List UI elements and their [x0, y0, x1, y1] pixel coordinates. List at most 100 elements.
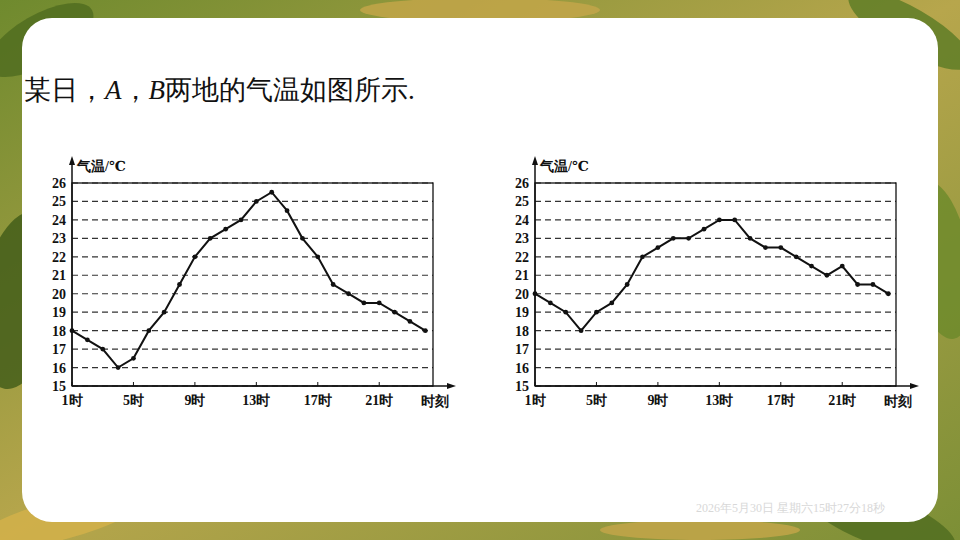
grid-line — [535, 201, 896, 202]
data-point — [748, 236, 753, 241]
data-point — [162, 310, 167, 315]
data-point — [609, 301, 614, 306]
x-tick — [194, 382, 195, 386]
y-axis-title: 气温/℃ — [76, 159, 126, 174]
data-point — [423, 328, 428, 333]
y-tick-label: 20 — [52, 287, 66, 302]
grid-line — [535, 367, 896, 368]
data-point — [223, 227, 228, 232]
data-point — [239, 218, 244, 223]
data-point — [377, 301, 382, 306]
x-tick — [596, 382, 597, 386]
data-point — [533, 291, 538, 296]
x-tick-label: 5时 — [586, 393, 607, 408]
y-tick-label: 21 — [52, 268, 66, 283]
chart: 1516171819202122232425261时5时9时13时17时21时气… — [515, 156, 919, 409]
grid-line — [72, 256, 433, 257]
x-tick — [133, 382, 134, 386]
y-tick-label: 19 — [515, 305, 529, 320]
y-tick-label: 18 — [515, 324, 529, 339]
timestamp: 2026年5月30日 星期六15时27分18秒 — [696, 501, 885, 515]
x-axis — [72, 385, 453, 387]
y-tick-label: 17 — [515, 342, 529, 357]
y-tick-label: 22 — [515, 250, 529, 265]
data-point — [285, 208, 290, 213]
title-part: 某日， — [24, 75, 105, 105]
x-tick — [317, 382, 318, 386]
x-tick — [719, 382, 720, 386]
data-point — [717, 218, 722, 223]
y-tick-label: 15 — [515, 379, 529, 394]
x-tick — [535, 382, 536, 386]
data-point — [594, 310, 599, 315]
grid-line — [535, 348, 896, 349]
x-tick-label: 13时 — [242, 393, 270, 408]
title-part: A — [103, 75, 122, 105]
data-point — [146, 328, 151, 333]
x-tick-label: 5时 — [123, 393, 144, 408]
x-axis-title: 时刻 — [421, 393, 449, 409]
background — [0, 0, 960, 540]
data-point — [778, 245, 783, 250]
plot-frame — [535, 183, 896, 386]
grid-line — [72, 219, 433, 220]
data-point — [871, 282, 876, 287]
grid-line — [535, 330, 896, 331]
y-tick-label: 18 — [52, 324, 66, 339]
y-tick-label: 22 — [52, 250, 66, 265]
data-point — [100, 347, 105, 352]
y-axis-arrow — [69, 156, 75, 165]
y-tick-label: 19 — [52, 305, 66, 320]
data-point — [392, 310, 397, 315]
x-tick-label: 13时 — [705, 393, 733, 408]
data-point — [824, 273, 829, 278]
x-tick — [657, 382, 658, 386]
y-tick-label: 16 — [515, 361, 529, 376]
chart: 1516171819202122232425261时5时9时13时17时21时气… — [52, 156, 456, 409]
grid-line — [72, 348, 433, 349]
data-point — [85, 337, 90, 342]
data-point — [809, 264, 814, 269]
y-tick-label: 25 — [515, 194, 529, 209]
y-tick-label: 26 — [52, 176, 66, 191]
x-tick — [780, 382, 781, 386]
data-point — [361, 301, 366, 306]
data-point — [131, 356, 136, 361]
y-tick-label: 24 — [515, 213, 529, 228]
data-point — [116, 365, 121, 370]
grid-line — [535, 256, 896, 257]
data-point — [840, 264, 845, 269]
data-point — [254, 199, 259, 204]
grid-line — [72, 238, 433, 239]
x-tick-label: 21时 — [828, 393, 856, 408]
data-point — [655, 245, 660, 250]
y-tick-label: 23 — [52, 231, 66, 246]
y-axis — [534, 159, 536, 386]
x-tick-label: 17时 — [304, 393, 332, 408]
data-point — [331, 282, 336, 287]
grid-line — [72, 201, 433, 202]
data-point — [579, 328, 584, 333]
grid-line — [535, 238, 896, 239]
y-tick-label: 17 — [52, 342, 66, 357]
y-axis-arrow — [532, 156, 538, 165]
series-line — [535, 220, 888, 331]
title-part: 两地的气温如图所示. — [165, 75, 415, 105]
data-point — [640, 254, 645, 259]
grid-line — [72, 293, 433, 294]
data-group — [533, 218, 891, 334]
data-point — [70, 328, 75, 333]
data-point — [269, 190, 274, 195]
data-point — [177, 282, 182, 287]
x-tick-label: 1时 — [525, 393, 546, 408]
x-tick-label: 17时 — [767, 393, 795, 408]
y-tick-label: 23 — [515, 231, 529, 246]
data-point — [300, 236, 305, 241]
title-part: B — [149, 75, 166, 105]
x-tick — [842, 382, 843, 386]
y-tick-label: 21 — [515, 268, 529, 283]
grid-line — [72, 330, 433, 331]
data-point — [346, 291, 351, 296]
data-point — [886, 291, 891, 296]
series-line — [72, 192, 425, 367]
